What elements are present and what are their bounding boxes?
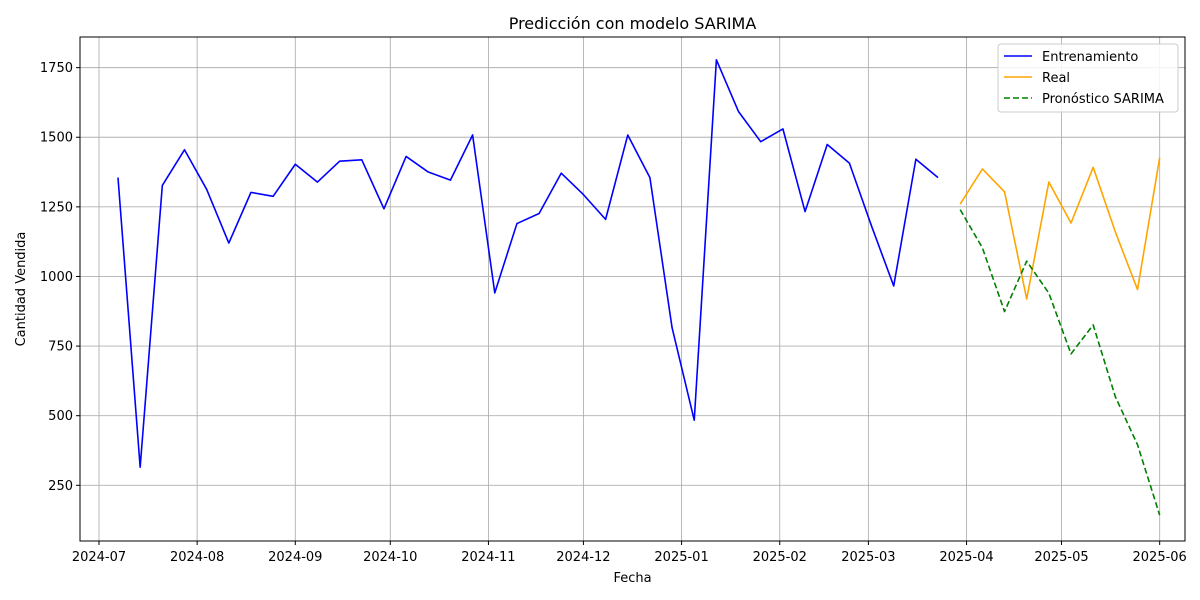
x-tick-label: 2024-10 [363,550,417,565]
y-tick-label: 250 [48,479,73,494]
x-tick-label: 2025-05 [1034,550,1088,565]
x-tick-label: 2025-03 [841,550,895,565]
y-tick-label: 1250 [40,200,73,215]
x-tick-label: 2025-04 [939,550,993,565]
x-tick-label: 2024-07 [72,550,126,565]
plot-frame [79,36,1186,542]
y-tick-label: 750 [48,340,73,355]
x-tick-label: 2024-12 [556,550,610,565]
grid [80,37,1185,541]
x-axis-label: Fecha [613,571,651,586]
y-tick-label: 500 [48,409,73,424]
legend-label-2: Real [1042,71,1070,86]
legend-label-1: Entrenamiento [1042,50,1138,65]
x-tick-label: 2024-08 [170,550,224,565]
series-line-3 [959,209,1161,516]
chart-title: Predicción con modelo SARIMA [509,14,757,33]
x-tick-label: 2024-09 [268,550,322,565]
x-axis: 2024-07 2024-08 2024-09 2024-10 2024-11 2024-… [72,541,1187,565]
x-tick-label: 2025-06 [1133,550,1187,565]
y-axis-label: Cantidad Vendida [14,232,29,347]
x-tick-label: 2025-02 [753,550,807,565]
legend: Entrenamiento Real Pronóstico SARIMA [997,43,1179,113]
legend-box [997,43,1179,113]
legend-label-3: Pronóstico SARIMA [1042,92,1164,107]
x-tick-label: 2025-01 [654,550,708,565]
series-line-2 [959,157,1161,300]
series-line-1 [117,59,939,469]
y-tick-label: 1500 [40,131,73,146]
y-tick-label: 1750 [40,61,73,76]
series-layer [117,59,1161,516]
x-tick-label: 2024-11 [461,550,515,565]
y-axis: 250 500 750 1000 1250 1500 1750 [40,61,80,494]
y-tick-label: 1000 [40,270,73,285]
